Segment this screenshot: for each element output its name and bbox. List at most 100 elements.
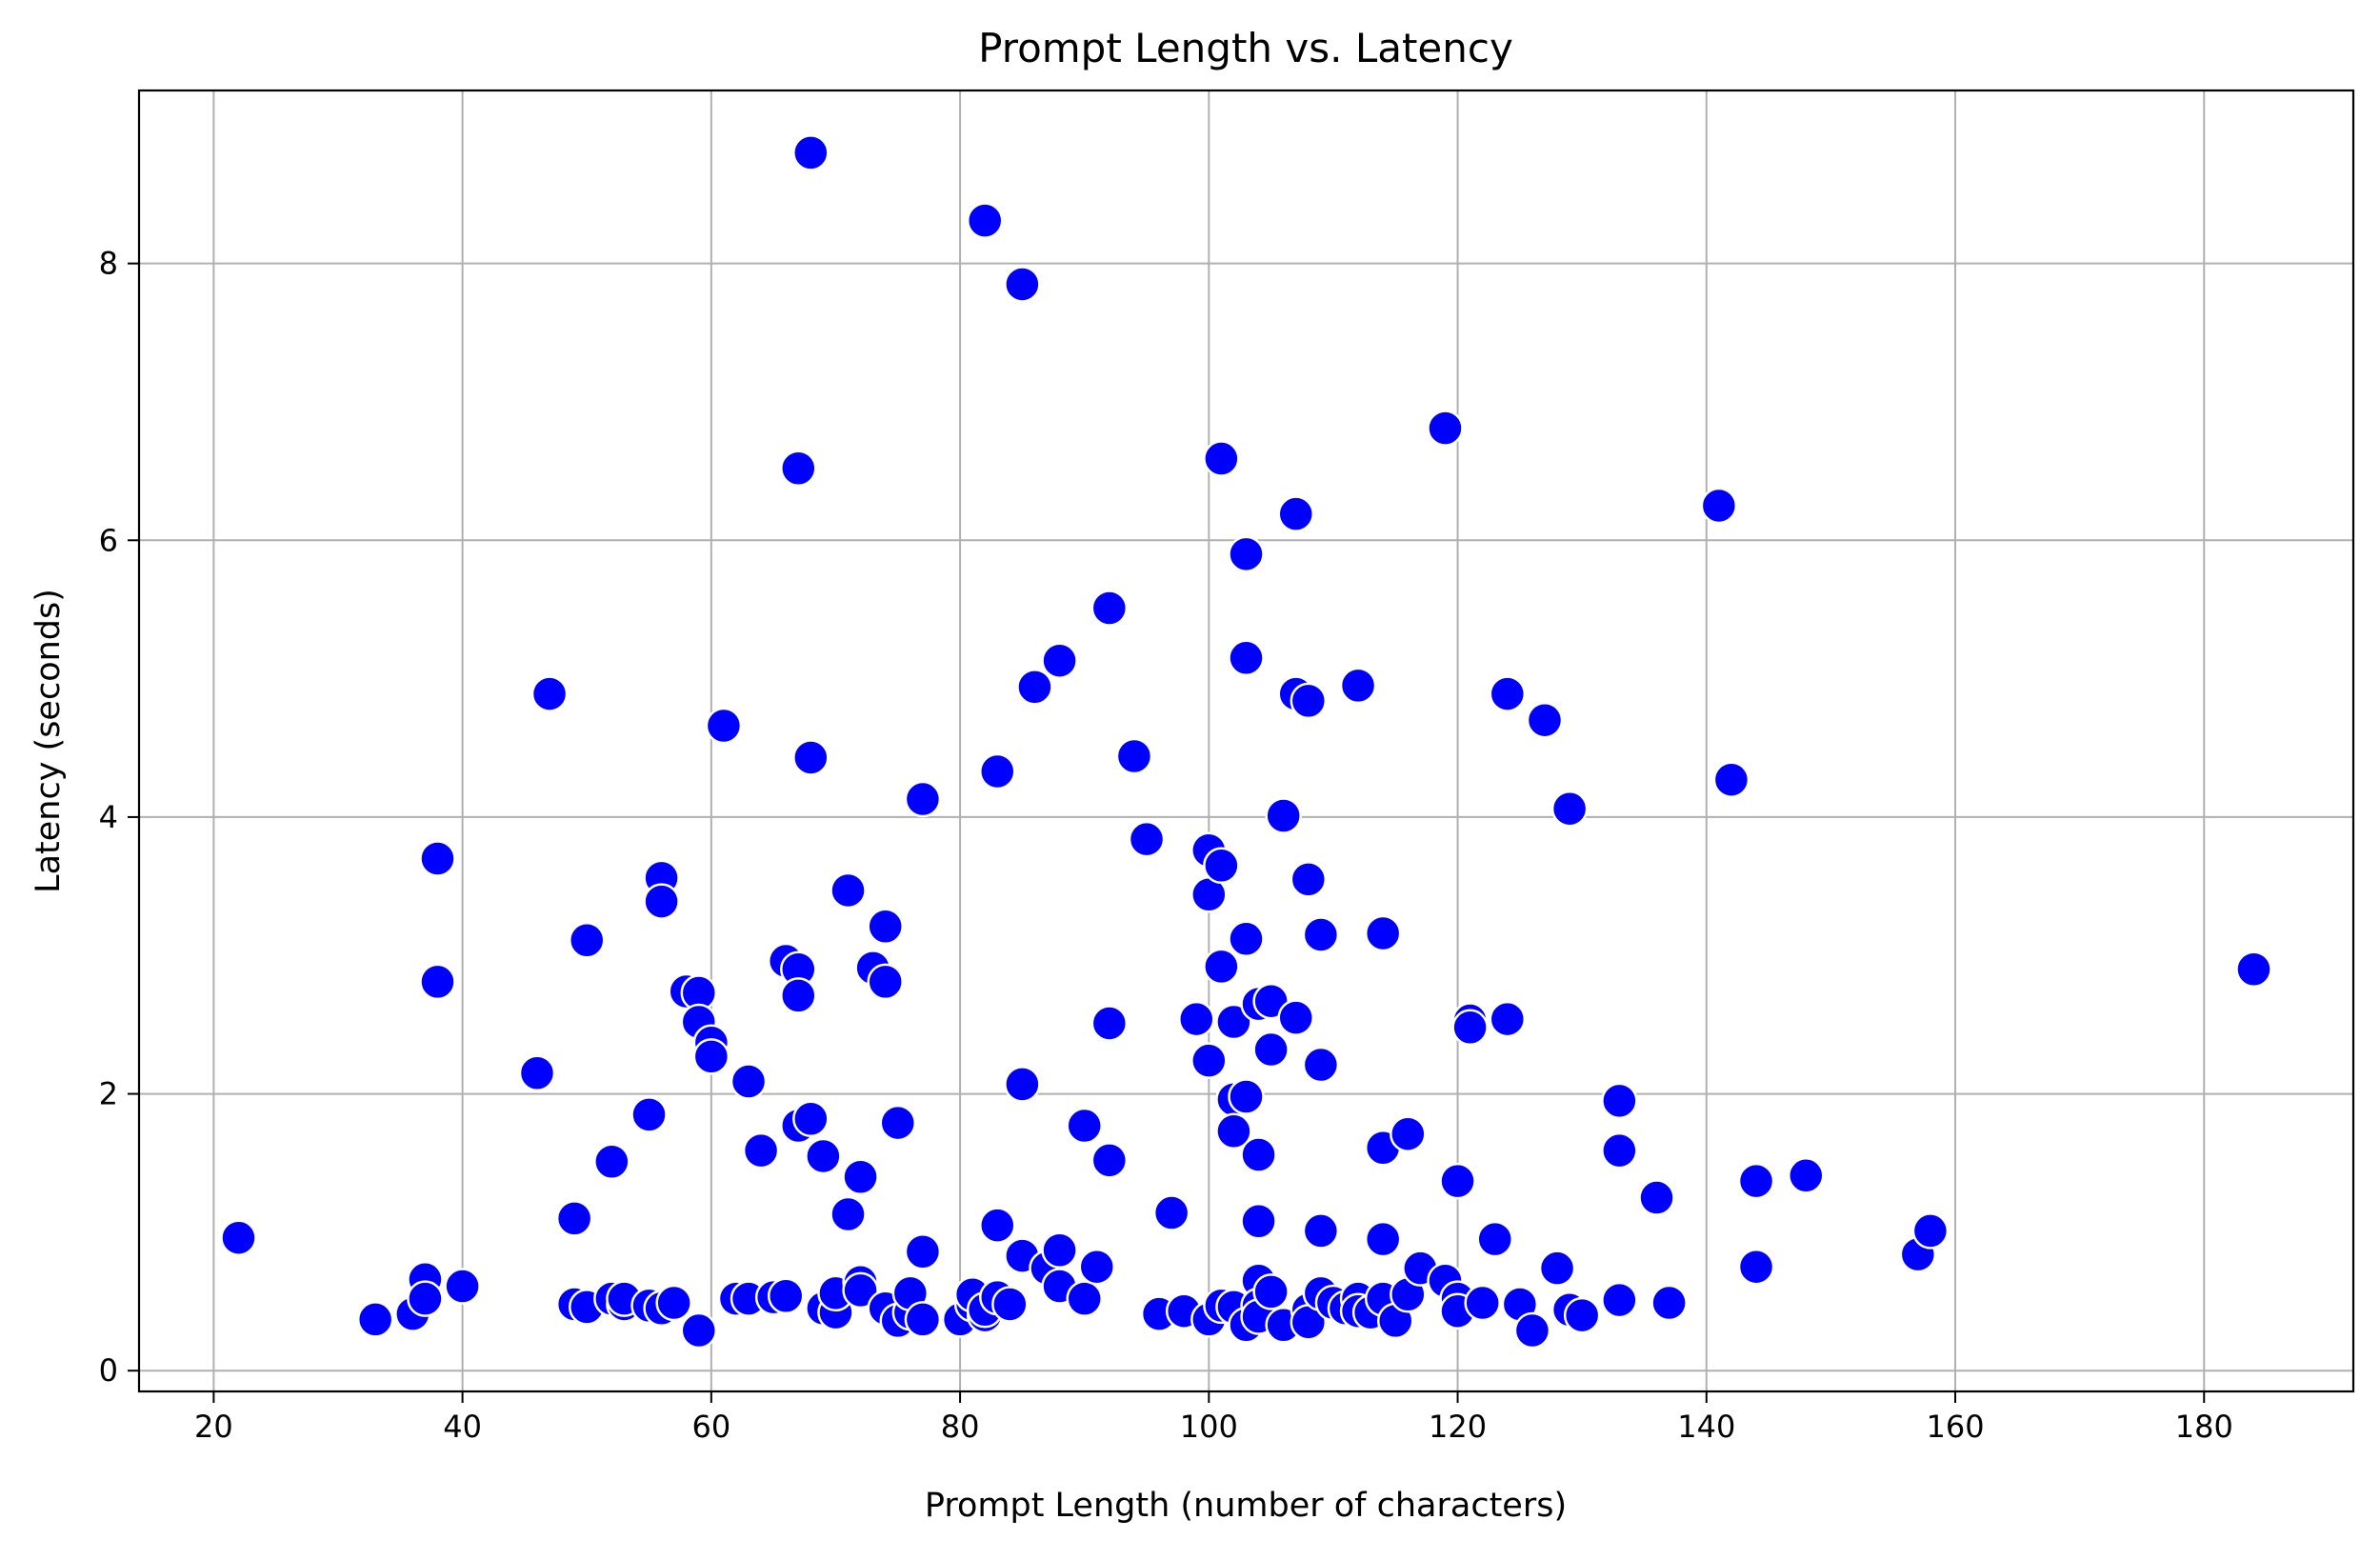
data-point: [1364, 914, 1402, 952]
data-point: [680, 1311, 718, 1350]
data-point: [1215, 1112, 1252, 1150]
data-point: [1041, 642, 1078, 679]
data-point: [1090, 1142, 1129, 1179]
data-point: [1712, 761, 1750, 798]
data-point: [1066, 1280, 1103, 1317]
data-point: [1041, 1231, 1078, 1270]
plot-frame: [137, 89, 2355, 1393]
data-point: [1290, 861, 1328, 898]
data-point: [1302, 1212, 1340, 1250]
y-tick-label: 2: [99, 1076, 118, 1112]
data-point: [1464, 1284, 1501, 1322]
data-point: [1737, 1248, 1775, 1286]
data-point: [1128, 820, 1166, 858]
data-point: [1277, 495, 1314, 532]
data-point: [966, 202, 1004, 239]
data-point: [1638, 1179, 1675, 1216]
y-tick-label: 6: [99, 522, 118, 558]
x-tick-label: 100: [1180, 1409, 1238, 1445]
axis-ticks: 20 40 60 80 100 120 140 160 180 0 2 4 6 8: [99, 246, 2233, 1445]
data-point: [1004, 1066, 1041, 1103]
data-point: [867, 963, 904, 1001]
data-point: [780, 977, 817, 1014]
data-point: [1016, 669, 1053, 706]
data-point: [705, 707, 743, 745]
data-point: [792, 1100, 830, 1137]
data-point: [842, 1271, 879, 1310]
data-point: [904, 1232, 942, 1270]
data-point: [1737, 1162, 1775, 1200]
x-tick-label: 60: [691, 1409, 730, 1445]
data-point: [1203, 847, 1240, 885]
data-point: [730, 1063, 768, 1100]
y-tick-label: 4: [99, 799, 118, 835]
data-point: [842, 1158, 879, 1196]
data-point: [1538, 1250, 1576, 1287]
data-point: [1650, 1284, 1688, 1322]
data-point: [742, 1131, 780, 1170]
data-point: [830, 1195, 867, 1233]
data-point: [692, 1038, 730, 1075]
data-point: [643, 883, 680, 920]
data-point: [1066, 1107, 1103, 1145]
data-point: [979, 752, 1016, 790]
data-point: [1228, 1078, 1265, 1115]
data-point: [1302, 916, 1340, 953]
data-point: [1601, 1131, 1638, 1170]
data-point: [630, 1096, 668, 1133]
data-point: [1090, 590, 1129, 627]
data-point: [1252, 1273, 1290, 1310]
data-point: [1190, 1042, 1228, 1079]
data-point: [356, 1301, 394, 1338]
data-point: [1302, 1046, 1340, 1084]
data-point: [1240, 1203, 1277, 1240]
data-point: [1476, 1220, 1513, 1258]
data-point: [1228, 920, 1265, 958]
data-point: [1364, 1220, 1402, 1258]
x-tick-label: 20: [194, 1409, 233, 1445]
data-point: [444, 1268, 481, 1305]
data-point: [1788, 1157, 1825, 1194]
data-point: [1489, 675, 1527, 712]
data-point: [792, 739, 830, 776]
data-point: [1339, 667, 1377, 705]
data-point: [655, 1284, 692, 1322]
data-point: [805, 1137, 842, 1175]
chart-title: Prompt Length vs. Latency: [978, 25, 1513, 71]
data-point: [1513, 1311, 1551, 1350]
data-point: [879, 1104, 917, 1142]
data-point: [1427, 410, 1464, 447]
data-point: [1489, 1000, 1527, 1038]
data-point: [220, 1219, 257, 1256]
data-points: [220, 134, 2272, 1350]
data-point: [1277, 999, 1314, 1036]
data-point: [867, 908, 904, 945]
data-point: [767, 1277, 805, 1314]
data-point: [1240, 1136, 1277, 1173]
data-point: [1700, 487, 1738, 525]
data-point: [780, 450, 817, 487]
y-tick-label: 0: [99, 1352, 118, 1389]
data-point: [2235, 950, 2272, 989]
data-point: [830, 871, 867, 910]
data-point: [1439, 1162, 1476, 1200]
data-point: [1004, 266, 1041, 303]
data-point: [568, 922, 606, 959]
data-point: [1563, 1296, 1601, 1334]
data-point: [1228, 639, 1265, 677]
data-point: [1215, 1003, 1252, 1041]
x-tick-label: 180: [2175, 1409, 2233, 1445]
x-tick-label: 120: [1429, 1409, 1487, 1445]
data-point: [1078, 1248, 1116, 1286]
data-point: [1526, 701, 1564, 739]
data-point: [1152, 1194, 1190, 1231]
data-point: [419, 963, 456, 1001]
data-point: [518, 1054, 556, 1092]
data-point: [792, 134, 830, 171]
data-point: [419, 840, 456, 877]
data-point: [1390, 1115, 1427, 1152]
data-point: [1178, 1000, 1215, 1038]
data-point: [1228, 535, 1265, 573]
data-point: [1203, 440, 1240, 477]
